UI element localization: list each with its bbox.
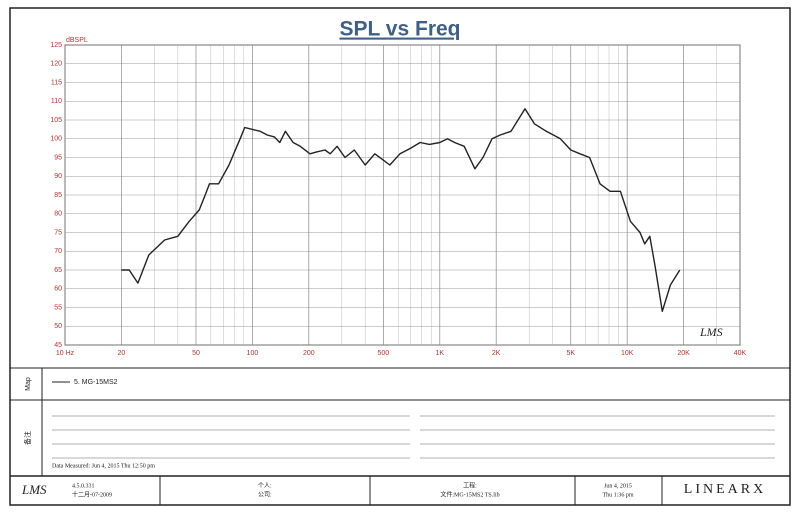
y-tick-label: 80 [54,211,62,218]
x-tick-label: 2K [492,350,501,357]
footer-company: 公司: [258,492,272,499]
y-tick-label: 120 [50,61,62,68]
series-line [121,108,681,312]
y-tick-label: 105 [50,117,62,124]
footer-dividers [159,476,663,505]
measured-date: Data Measured: Jun 4, 2015 Thu 12:50 pm [52,463,155,469]
footer-time: Thu 1:36 pm [603,492,634,498]
x-tick-label: 500 [378,350,390,357]
chart-logo: LMS [699,325,723,339]
x-tick-label: 10K [621,350,634,357]
map-label: Map [25,377,32,391]
y-tick-label: 50 [54,323,62,330]
y-tick-label: 85 [54,192,62,199]
y-tick-label: 60 [54,286,62,293]
x-tick-label: 200 [303,350,315,357]
x-tick-label: 100 [247,350,259,357]
y-tick-label: 70 [54,248,62,255]
y-tick-label: 110 [51,98,62,105]
footer-project: 工程: [463,482,477,490]
y-tick-label: 45 [54,342,62,349]
y-tick-label: 55 [54,304,62,311]
footer-file: 文件:MG-15MS2 TS.lib [440,490,499,498]
footer-logo: LMS [21,482,47,497]
footer-brand: LINEARX [684,482,766,497]
y-tick-label: 100 [50,136,62,143]
footer-date: Jun 4, 2015 [604,483,632,489]
y-tick-label: 65 [54,267,62,274]
y-tick-label: 90 [54,173,62,180]
y-axis-label: dBSPL [66,37,88,44]
chart-title: SPL vs Freq [340,18,461,41]
outer-frame [9,7,791,506]
notes-label: 备注 [23,431,32,445]
x-tick-label: 20 [118,350,126,357]
x-tick-label: 20K [677,350,690,357]
footer-version: 4.5.0.331 [72,483,95,489]
x-tick-label: 5K [566,350,575,357]
footer-build: 十二月-07-2009 [72,490,112,498]
legend-entry: 5. MG-15MS2 [74,379,118,386]
y-tick-label: 75 [54,229,62,236]
x-tick-label: 50 [192,350,200,357]
y-tick-label: 125 [50,42,62,49]
x-tick-label: 40K [734,350,747,357]
footer-person: 个人: [258,483,272,490]
y-tick-label: 95 [54,154,62,161]
note-lines [52,415,775,459]
x-tick-label: 10 Hz [56,350,75,357]
y-tick-label: 115 [51,79,62,86]
x-tick-label: 1K [436,350,445,357]
